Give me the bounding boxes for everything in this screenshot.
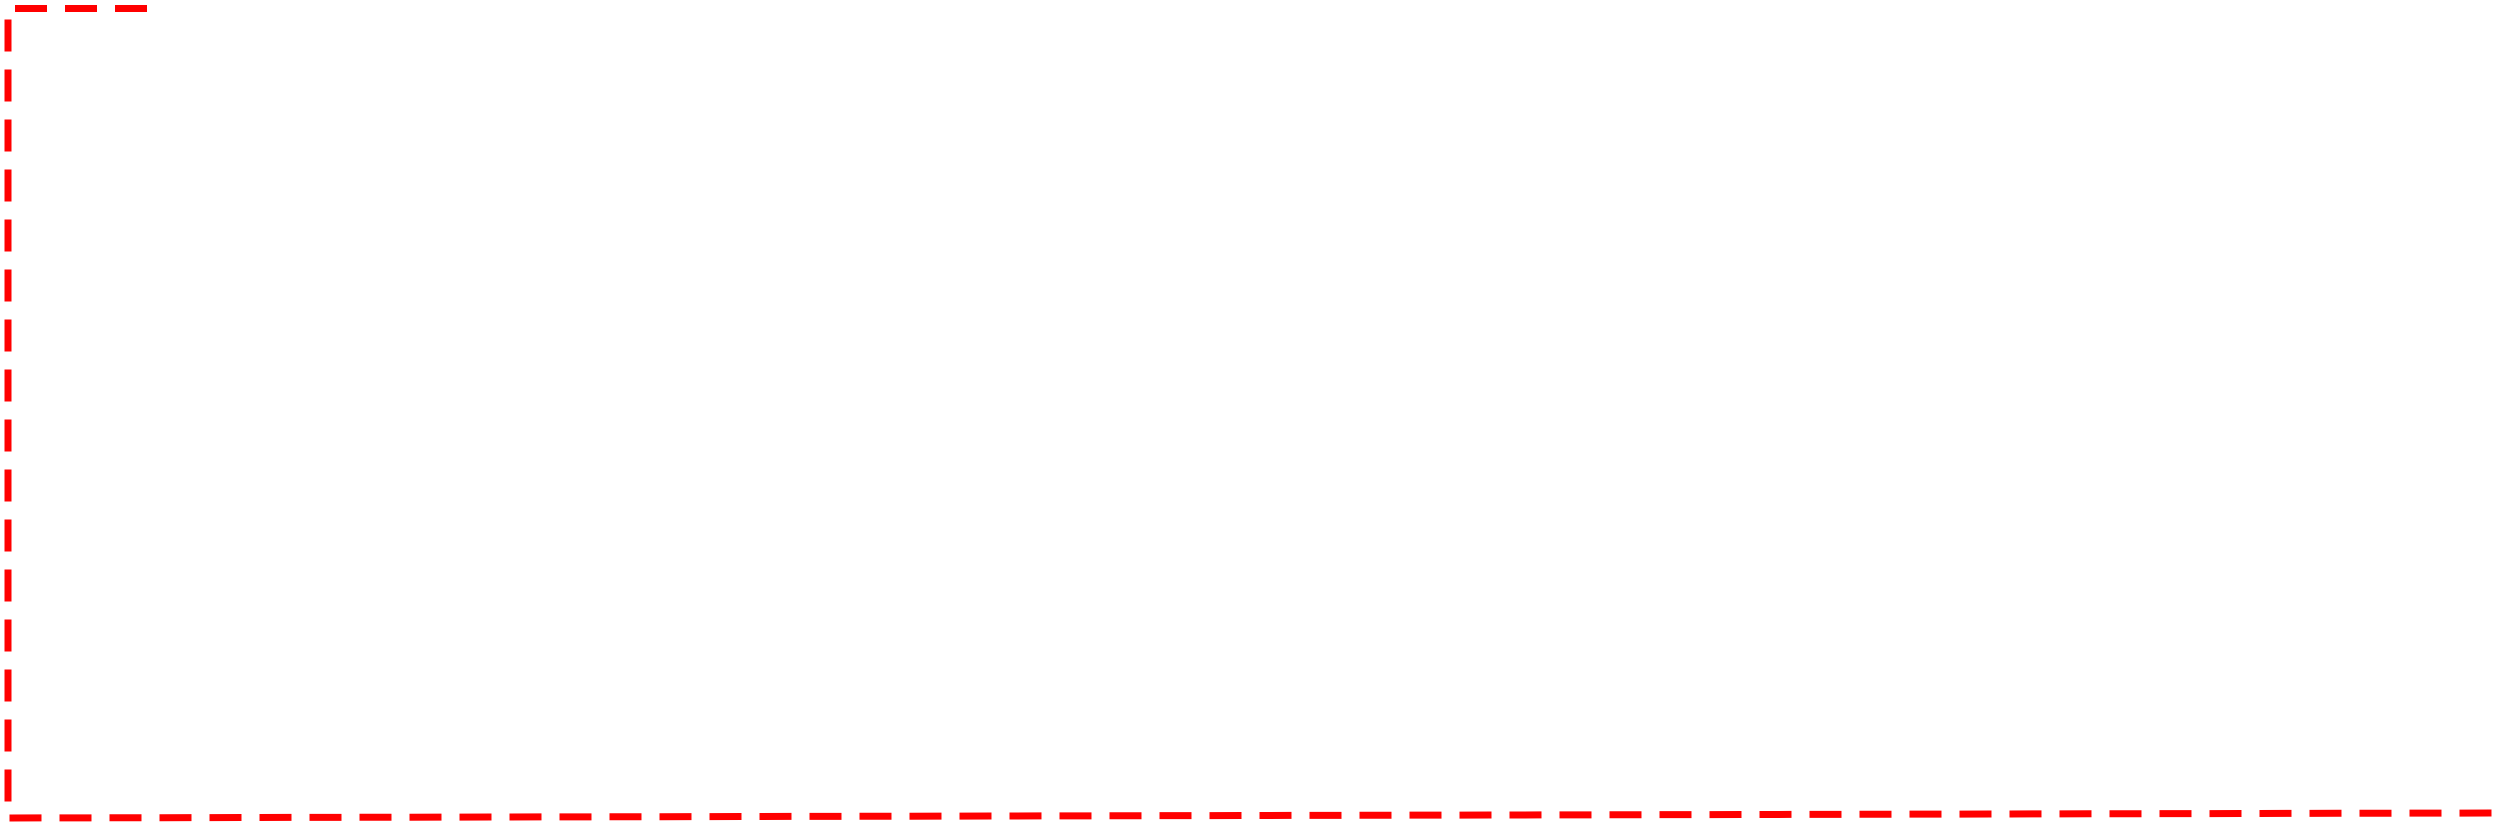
dashed-selection-outline bbox=[4, 5, 2495, 822]
